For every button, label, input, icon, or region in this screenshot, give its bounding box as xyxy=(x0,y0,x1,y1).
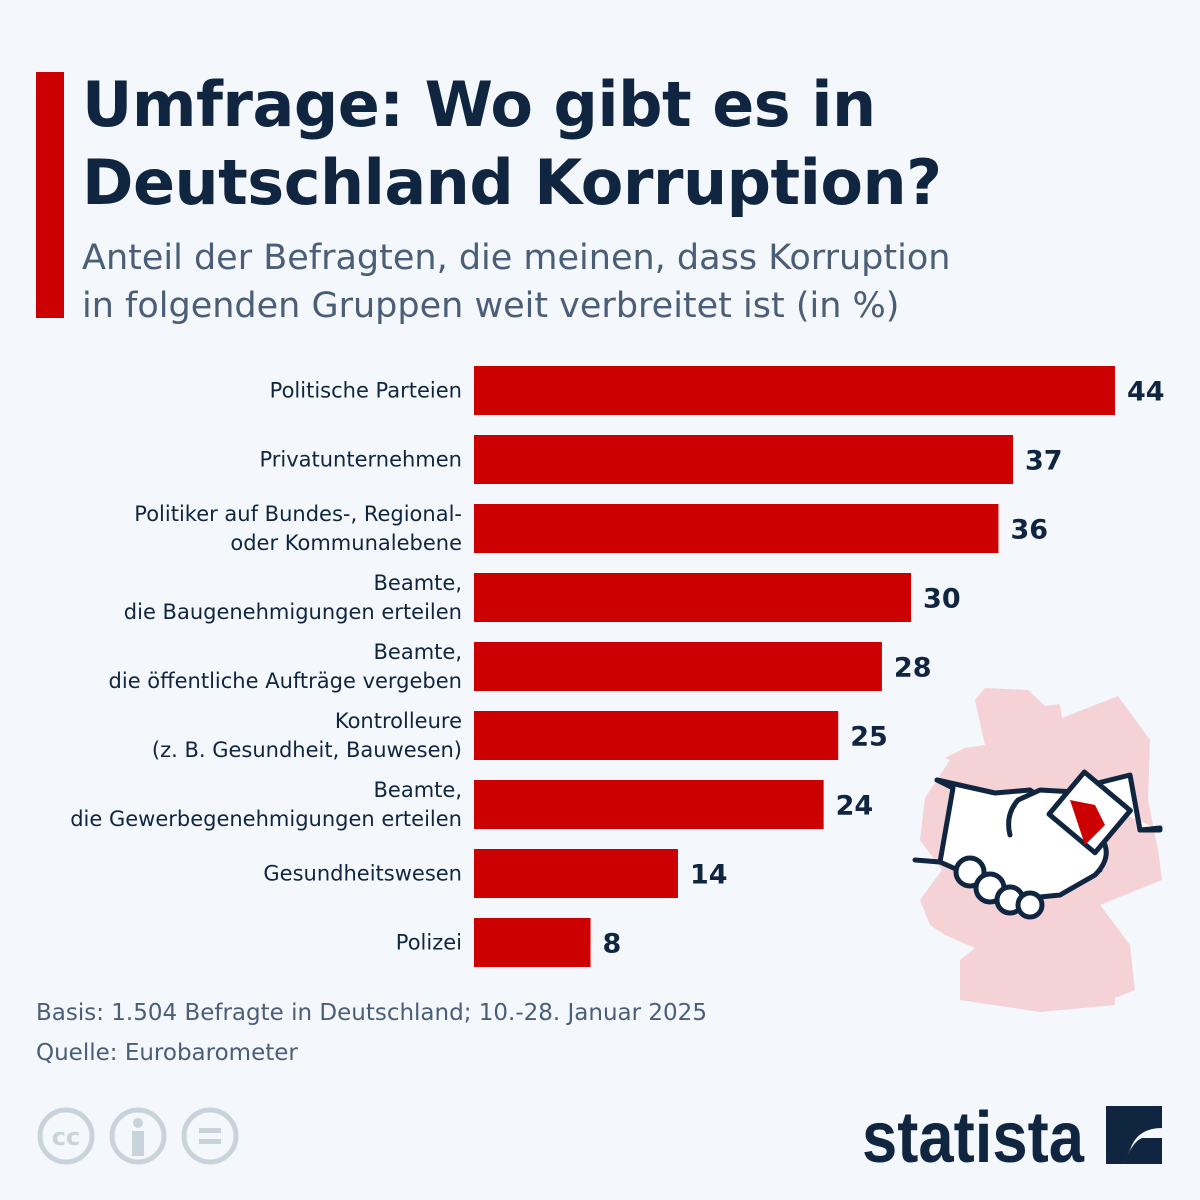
subtitle-line-1: Anteil der Befragten, die meinen, dass K… xyxy=(82,238,951,278)
statista-logo-text: statista xyxy=(862,1098,1085,1170)
category-label: Kontrolleure xyxy=(335,709,462,733)
title-accent-bar xyxy=(36,72,64,318)
value-label: 24 xyxy=(836,791,874,822)
value-label: 25 xyxy=(850,722,888,753)
footer-source: Quelle: Eurobarometer xyxy=(36,1040,298,1066)
handshake-money-icon xyxy=(912,769,1163,920)
bar xyxy=(474,504,999,553)
page-title: Umfrage: Wo gibt es in Deutschland Korru… xyxy=(82,66,942,222)
subtitle: Anteil der Befragten, die meinen, dass K… xyxy=(82,234,950,330)
value-label: 14 xyxy=(690,860,728,891)
no-derivatives-icon[interactable] xyxy=(180,1106,240,1166)
subtitle-line-2: in folgenden Gruppen weit verbreitet ist… xyxy=(82,286,900,326)
bar-chart: 44 Politische Parteien 37 Privatunternehmen… xyxy=(70,366,1165,967)
category-label: Privatunternehmen xyxy=(259,448,462,472)
category-label: oder Kommunalebene xyxy=(230,531,462,555)
value-label: 28 xyxy=(894,653,932,684)
attribution-icon[interactable] xyxy=(108,1106,168,1166)
bar xyxy=(474,918,591,967)
category-label: Beamte, xyxy=(374,778,462,802)
category-label: die Baugenehmigungen erteilen xyxy=(124,600,462,624)
bar xyxy=(474,366,1115,415)
category-label: die öffentliche Aufträge vergeben xyxy=(109,669,462,693)
svg-text:cc: cc xyxy=(52,1123,80,1151)
creative-commons-icon[interactable]: cc xyxy=(36,1106,96,1166)
value-label: 8 xyxy=(603,929,622,960)
category-label: die Gewerbegenehmigungen erteilen xyxy=(70,807,462,831)
bar xyxy=(474,849,678,898)
bar xyxy=(474,573,912,622)
bar xyxy=(474,711,839,760)
bar xyxy=(474,435,1014,484)
title-line-1: Umfrage: Wo gibt es in xyxy=(82,68,876,141)
value-label: 36 xyxy=(1010,515,1048,546)
category-label: (z. B. Gesundheit, Bauwesen) xyxy=(152,738,462,762)
statista-logo[interactable]: statista xyxy=(862,1098,1167,1170)
category-label: Beamte, xyxy=(374,571,462,595)
bar xyxy=(474,780,824,829)
category-label: Gesundheitswesen xyxy=(263,862,462,886)
category-label: Politische Parteien xyxy=(270,379,462,403)
category-label: Beamte, xyxy=(374,640,462,664)
value-label: 44 xyxy=(1127,377,1165,408)
category-label: Polizei xyxy=(396,931,462,955)
title-line-2: Deutschland Korruption? xyxy=(82,146,942,219)
footer-basis: Basis: 1.504 Befragte in Deutschland; 10… xyxy=(36,1000,707,1026)
value-label: 37 xyxy=(1025,446,1063,477)
bar xyxy=(474,642,882,691)
category-label: Politiker auf Bundes-, Regional- xyxy=(134,502,462,526)
value-label: 30 xyxy=(923,584,961,615)
